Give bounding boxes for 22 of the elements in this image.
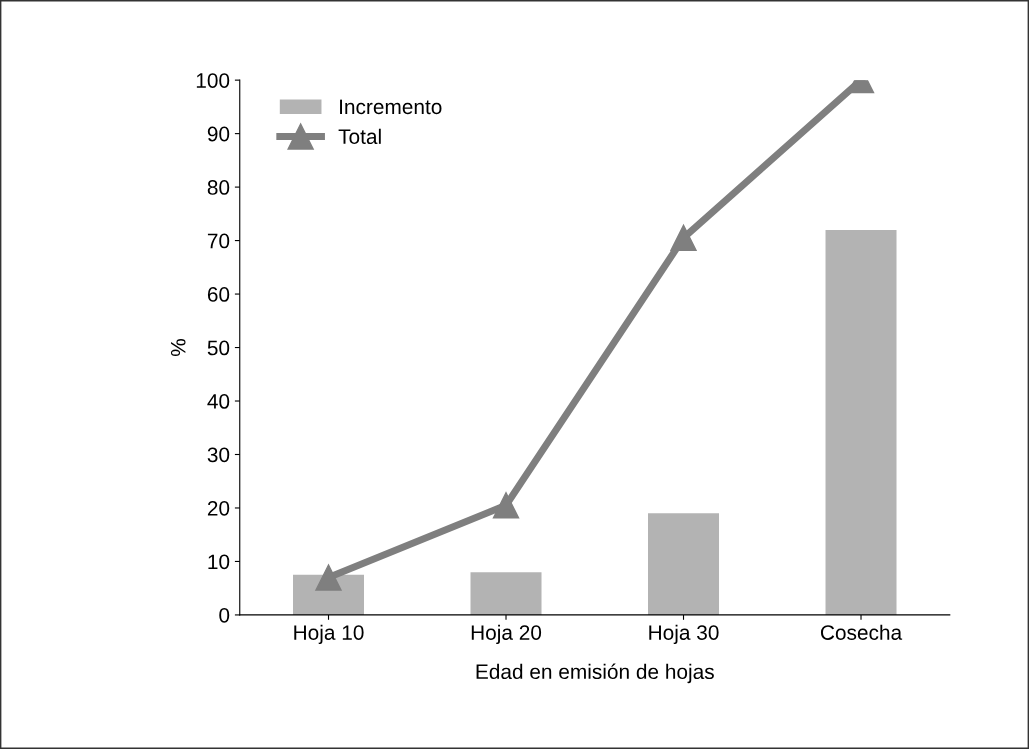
bar <box>470 572 542 615</box>
y-tick-label: 20 <box>207 500 230 516</box>
y-tick-label: 100 <box>196 73 230 88</box>
x-axis-title: Edad en emisión de hojas <box>476 663 714 684</box>
y-tick-label: 50 <box>207 340 230 356</box>
legend-label: Total <box>338 128 381 145</box>
y-tick-label: 60 <box>207 287 230 302</box>
bar <box>825 229 897 615</box>
bar <box>648 513 720 615</box>
x-tick-label: Hoja 30 <box>649 624 719 645</box>
x-tick-label: Hoja 20 <box>471 624 542 645</box>
x-tick-label: Cosecha <box>820 624 903 640</box>
y-tick-label: 30 <box>207 447 230 463</box>
legend-label: Incremento <box>340 99 442 115</box>
y-tick-label: 70 <box>207 233 230 249</box>
y-tick-label: 40 <box>207 394 230 409</box>
y-tick-label: 0 <box>219 607 230 623</box>
y-tick-label: 10 <box>208 554 230 570</box>
y-tick-label: 80 <box>207 180 230 195</box>
y-axis-title: % <box>170 339 186 357</box>
y-tick-label: 90 <box>207 126 230 142</box>
x-tick-label: Hoja 10 <box>294 624 364 645</box>
